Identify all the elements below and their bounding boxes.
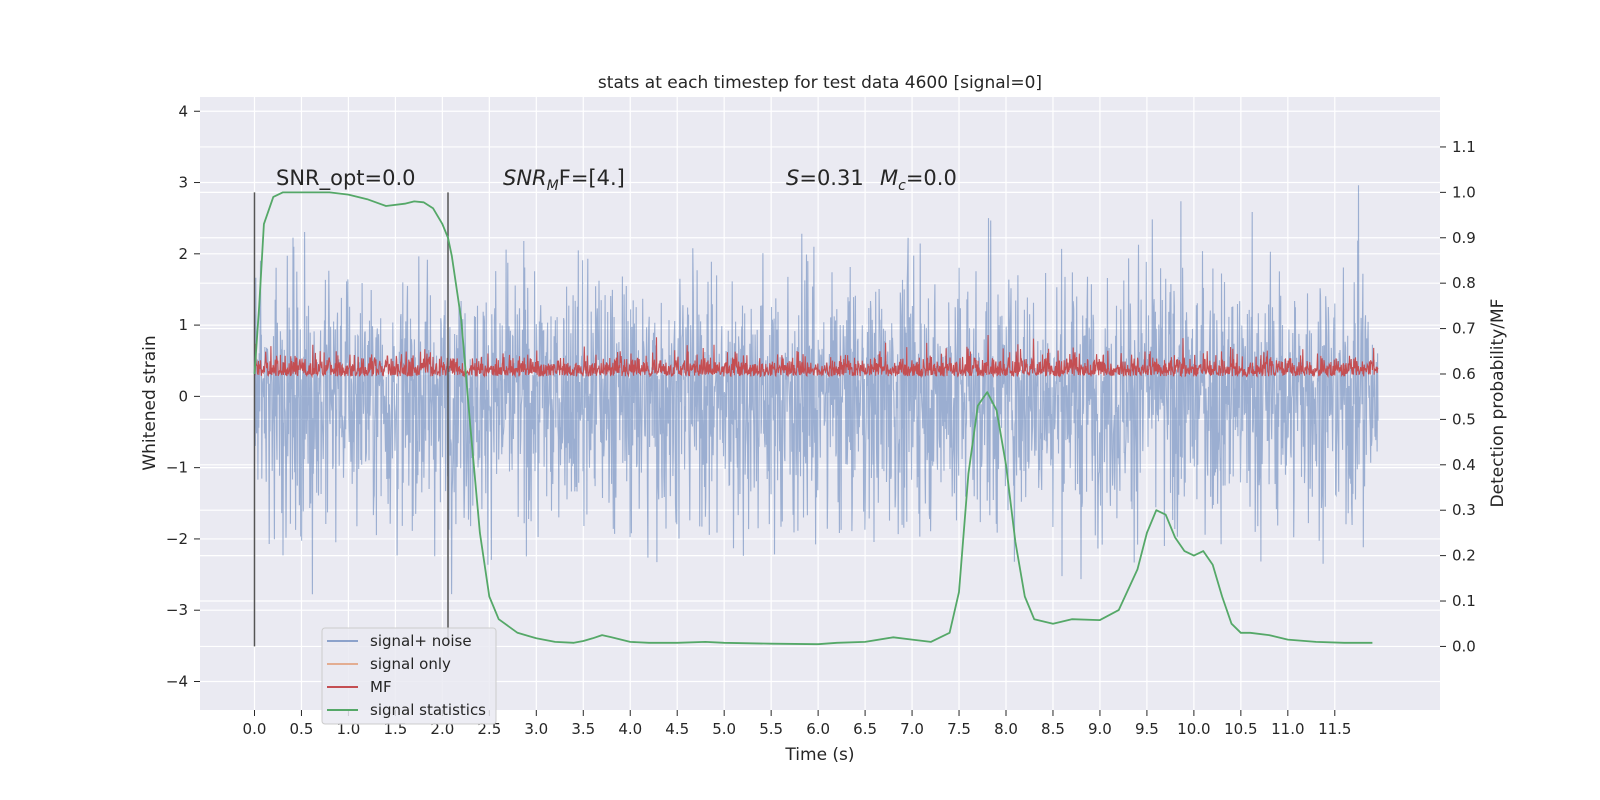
y2-tick-label: 0.7	[1452, 320, 1476, 338]
x-tick-label: 5.0	[712, 720, 736, 738]
y-axis-ticks: 4 3 2 1 0 −1 −2 −3 −4	[166, 102, 200, 690]
annotation-mc: Mc=0.0	[880, 166, 957, 194]
y2-tick-label: 0.6	[1452, 365, 1476, 383]
y2-tick-label: 0.0	[1452, 637, 1476, 655]
y-tick-label: −4	[166, 672, 188, 690]
x-tick-label: 7.5	[947, 720, 971, 738]
series-mf	[253, 334, 1379, 379]
legend-label-signal-only: signal only	[370, 655, 451, 673]
signal-statistics-line	[253, 191, 1373, 646]
x-tick-label: 7.0	[900, 720, 924, 738]
x-tick-label: 5.5	[759, 720, 783, 738]
annotation-snr-mf: SNRMF=[4.]	[503, 166, 625, 194]
x-tick-label: 9.0	[1088, 720, 1112, 738]
y-tick-label: 3	[178, 174, 188, 192]
x-tick-label: 4.0	[618, 720, 642, 738]
annotation-s-value: =0.31	[799, 166, 863, 190]
annotation-snr-mf-sub: M	[547, 178, 559, 194]
y2-tick-label: 0.2	[1452, 547, 1476, 565]
annotation-snr-mf-base: SNR	[503, 166, 547, 190]
y-tick-label: 1	[178, 316, 188, 334]
annotation-snr-opt: SNR_opt=0.0	[276, 166, 416, 191]
x-tick-label: 8.0	[994, 720, 1018, 738]
y-tick-label: 2	[178, 245, 188, 263]
y2-tick-label: 0.5	[1452, 410, 1476, 428]
x-tick-label: 11.5	[1318, 720, 1351, 738]
y-tick-label: −3	[166, 601, 188, 619]
x-tick-label: 3.5	[571, 720, 595, 738]
y-tick-label: −1	[166, 459, 188, 477]
x-tick-label: 0.5	[290, 720, 314, 738]
y2-tick-label: 1.1	[1452, 138, 1476, 156]
x-tick-label: 3.0	[524, 720, 548, 738]
y-tick-label: 4	[178, 102, 188, 120]
y2-tick-label: 0.3	[1452, 501, 1476, 519]
legend: signal+ noise signal only MF signal stat…	[321, 627, 497, 725]
y2-tick-label: 1.0	[1452, 183, 1476, 201]
x-tick-label: 6.5	[853, 720, 877, 738]
y2-axis-ticks: 1.1 1.0 0.9 0.8 0.7 0.6 0.5 0.4 0.3 0.2 0.1 0.0	[1440, 138, 1476, 655]
annotation-mc-value: =0.0	[906, 166, 957, 190]
y-axis-label: Whitened strain	[140, 335, 160, 470]
annotation-s-label: S	[786, 166, 799, 190]
series-signal-statistics	[253, 191, 1373, 646]
y2-axis-label: Detection probability/MF	[1488, 299, 1508, 508]
annotation-mc-base: M	[880, 166, 898, 190]
x-axis-label: Time (s)	[784, 745, 854, 765]
annotation-s: S=0.31	[786, 166, 864, 190]
x-tick-label: 9.5	[1135, 720, 1159, 738]
legend-box	[321, 627, 497, 725]
x-tick-label: 0.0	[243, 720, 267, 738]
legend-label-mf: MF	[370, 678, 392, 696]
annotation-mc-sub: c	[898, 178, 906, 194]
y-tick-label: 0	[178, 387, 188, 405]
legend-label-noise: signal+ noise	[370, 632, 472, 650]
x-tick-label: 8.5	[1041, 720, 1065, 738]
y2-tick-label: 0.1	[1452, 592, 1476, 610]
mf-line	[253, 334, 1379, 379]
vertical-markers	[253, 192, 449, 647]
y2-tick-label: 0.9	[1452, 229, 1476, 247]
legend-label-signal-statistics: signal statistics	[370, 701, 486, 719]
x-tick-label: 4.5	[665, 720, 689, 738]
annotation-snr-mf-rest: F=[4.]	[559, 166, 625, 190]
y-tick-label: −2	[166, 530, 188, 548]
x-tick-label: 10.5	[1224, 720, 1257, 738]
x-tick-label: 11.0	[1271, 720, 1304, 738]
x-tick-label: 10.0	[1177, 720, 1210, 738]
x-tick-label: 6.0	[806, 720, 830, 738]
y2-tick-label: 0.4	[1452, 456, 1476, 474]
y2-tick-label: 0.8	[1452, 274, 1476, 292]
chart-title: stats at each timestep for test data 460…	[598, 73, 1042, 93]
